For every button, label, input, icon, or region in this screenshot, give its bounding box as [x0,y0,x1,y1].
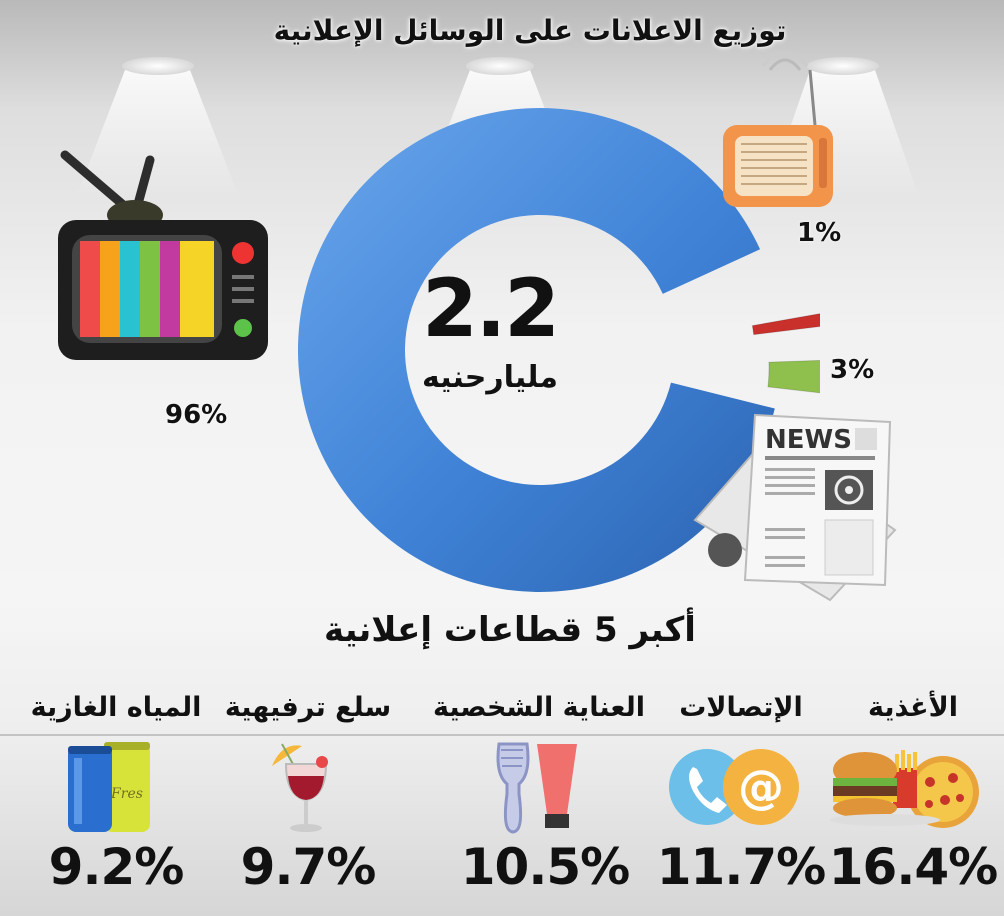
ceiling-light-left [75,57,240,200]
donut-slice-tv [298,108,775,592]
sector-value-telecom: 11.7% [656,838,826,896]
donut-chart [298,108,820,592]
radio-percent-label: 1% [797,218,842,248]
cosmetics-icon [496,742,577,834]
svg-text:Fres: Fres [110,786,143,802]
svg-text:@: @ [738,760,784,814]
soda-cans-icon: Fres [68,742,150,832]
chart-title: توزيع الاعلانات على الوسائل الإعلانية [273,14,787,47]
tv-icon [58,150,268,360]
donut-slice-newspaper [767,359,820,394]
total-value: 2.2 [422,262,560,355]
sector-label-soft-drinks: المياه الغازية [30,692,202,723]
sector-label-food: الأغذية [868,692,958,723]
radio-icon [723,50,833,207]
newspaper-percent-label: 3% [830,355,875,385]
sector-label-telecom: الإتصالات [679,692,803,723]
food-icon [830,750,979,828]
sector-value-entertainment: 9.7% [240,838,377,896]
newspaper-icon: NEWS [693,413,897,602]
cocktail-icon [272,743,328,832]
donut-slice-radio [751,313,820,336]
sector-value-personal-care: 10.5% [460,838,630,896]
tv-percent-label: 96% [165,400,228,430]
sectors-title: أكبر 5 قطاعات إعلانية [324,610,696,650]
phone-email-icon: @ [669,749,799,825]
svg-text:NEWS: NEWS [765,425,852,455]
sector-value-soft-drinks: 9.2% [48,838,185,896]
sector-label-personal-care: العناية الشخصية [432,692,645,723]
sector-label-entertainment: سلع ترفيهية [224,692,392,723]
total-unit: مليارحنيه [422,360,558,395]
sector-value-food: 16.4% [828,838,998,896]
